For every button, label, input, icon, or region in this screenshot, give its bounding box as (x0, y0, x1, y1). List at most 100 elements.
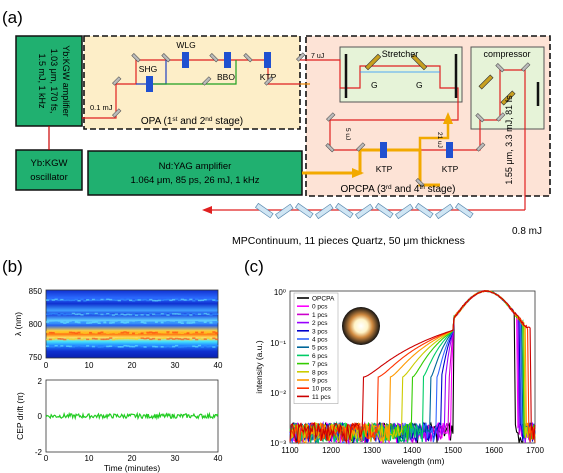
spectrum-ylabel: intensity (a.u.) (254, 340, 264, 394)
legend-label-4: 3 pcs (312, 328, 328, 335)
heatmap-xtick-40: 40 (214, 361, 223, 370)
beam-spot-image (342, 307, 380, 345)
heatmap-band-4 (111, 338, 116, 341)
heatmap-band-3 (157, 331, 161, 333)
heatmap-band-4 (60, 338, 64, 340)
heatmap-band-0 (149, 298, 153, 301)
heatmap-band-4 (215, 338, 219, 341)
heatmap-band-0 (154, 299, 159, 302)
heatmap-band-2 (137, 321, 141, 323)
heatmap-band-2 (203, 321, 207, 323)
heatmap-band-4 (212, 337, 216, 340)
heatmap-band-0 (51, 299, 55, 301)
legend-label-7: 6 pcs (312, 353, 328, 360)
heatmap-band-1 (166, 314, 170, 316)
heatmap-band-3 (48, 331, 53, 334)
heatmap-band-3 (152, 332, 156, 334)
heatmap-band-4 (152, 337, 156, 340)
legend-label-8: 7 pcs (312, 361, 328, 368)
heatmap-band-2 (111, 321, 116, 324)
heatmap-band-4 (63, 338, 67, 341)
heatmap-band-1 (172, 313, 176, 315)
heatmap-band-4 (86, 338, 90, 341)
mpcontinuum-label: MPContinuum, 11 pieces Quartz, 50 μm thi… (232, 235, 465, 247)
heatmap-band-2 (100, 321, 104, 324)
heatmap-band-5 (63, 344, 67, 347)
heatmap-band-1 (120, 313, 124, 316)
heatmap-band-3 (166, 331, 170, 333)
heatmap-band-2 (189, 322, 193, 324)
cep-xtick-30: 30 (171, 454, 180, 463)
heatmap-band-0 (57, 299, 61, 301)
heatmap-band-4 (209, 338, 213, 341)
spectrum-yticks: 10⁰ 10⁻¹ 10⁻² 10⁻³ (270, 288, 286, 448)
heatmap-band-0 (180, 298, 184, 301)
heatmap-band-0 (89, 299, 93, 302)
heatmap-band-1 (54, 313, 58, 315)
heatmap-band-4 (103, 338, 107, 341)
heatmap-band-0 (77, 299, 81, 302)
heatmap-band-5 (74, 345, 78, 347)
cep-xtick-20: 20 (128, 454, 137, 463)
oscillator-line-1: Yb:KGW (31, 158, 68, 169)
heatmap-band-4 (172, 338, 176, 340)
heatmap-band-0 (203, 298, 207, 301)
cep-xtick-40: 40 (214, 454, 223, 463)
heatmap-band-3 (195, 331, 199, 334)
heatmap-band-5 (126, 345, 130, 347)
heatmap-band-1 (177, 313, 182, 315)
heatmap-band-4 (83, 337, 87, 340)
heatmap-xtick-20: 20 (128, 361, 137, 370)
heatmap-band-3 (169, 332, 173, 334)
heatmap-band-0 (66, 299, 70, 301)
heatmap-band-0 (126, 298, 130, 301)
heatmap-band-1 (63, 313, 67, 316)
heatmap-xtick-30: 30 (171, 361, 180, 370)
ykgw-amp-line-2: 1.03 μm, 170 fs, (49, 49, 59, 114)
panel-b-label: (b) (2, 257, 23, 276)
heatmap-band-5 (166, 345, 170, 348)
heatmap-band-4 (126, 337, 130, 340)
heatmap-ylabel: λ (nm) (13, 312, 23, 336)
heatmap-band-2 (140, 321, 144, 324)
heatmap-band-4 (68, 338, 73, 340)
heatmap-band-5 (123, 344, 127, 347)
heatmap-band-4 (195, 338, 199, 341)
grating-right (410, 53, 428, 71)
shg-label: SHG (139, 64, 157, 74)
heatmap-band-4 (57, 338, 61, 340)
heatmap-band-3 (206, 331, 210, 334)
heatmap-band-1 (132, 313, 136, 316)
ktp-label-opa: KTP (260, 72, 277, 82)
oscillator-box (15, 149, 83, 191)
heatmap-band-3 (180, 332, 184, 334)
grating-left (364, 53, 382, 71)
heatmap-band-1 (106, 313, 110, 315)
heatmap-band-2 (94, 321, 98, 323)
heatmap-band-2 (71, 321, 75, 323)
heatmap-band-0 (97, 299, 101, 301)
heatmap-band-2 (166, 321, 170, 323)
heatmap-noise (46, 298, 219, 348)
heatmap-band-4 (51, 338, 55, 340)
legend-label-3: 2 pcs (312, 320, 328, 327)
heatmap-band-5 (117, 346, 121, 348)
heatmap-band-5 (51, 345, 55, 348)
ykgw-amp-line-3: 1.5 mJ, 1 kHz (37, 53, 47, 109)
heatmap-band-2 (152, 321, 156, 324)
heatmap-band-3 (132, 332, 136, 335)
compressor-grating-2 (500, 90, 516, 106)
heatmap-band-4 (80, 338, 84, 341)
heatmap-band-2 (117, 321, 121, 323)
ytick-1e-1: 10⁻¹ (270, 339, 286, 348)
legend-label-2: 1 pcs (312, 312, 328, 319)
heatmap-band-0 (71, 299, 75, 301)
heatmap-xtick-0: 0 (44, 361, 49, 370)
heatmap-band-5 (192, 345, 196, 348)
heatmap-band-4 (140, 337, 144, 339)
heatmap-band-2 (195, 321, 199, 323)
heatmap-band-3 (54, 331, 58, 333)
heatmap-band-0 (94, 299, 98, 301)
heatmap-band-0 (197, 299, 202, 302)
